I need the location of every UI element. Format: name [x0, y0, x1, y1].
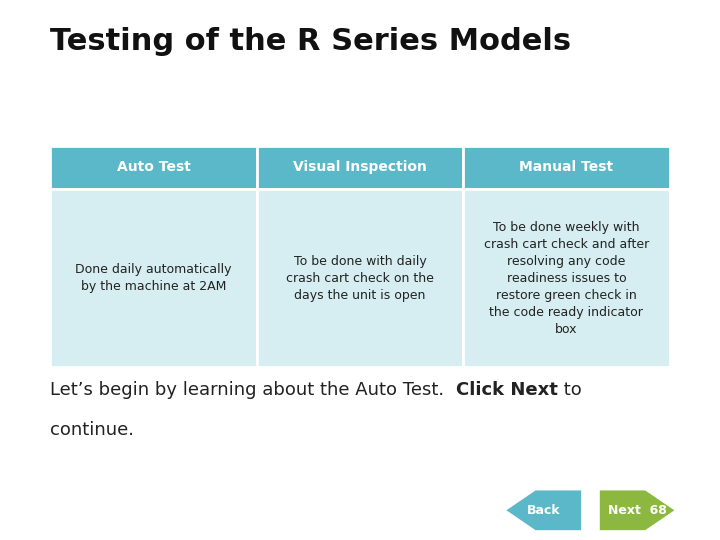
Text: Let’s begin by learning about the Auto Test.: Let’s begin by learning about the Auto T… — [50, 381, 456, 399]
Text: Manual Test: Manual Test — [519, 160, 613, 174]
FancyBboxPatch shape — [257, 146, 463, 189]
FancyBboxPatch shape — [463, 189, 670, 367]
Text: Done daily automatically
by the machine at 2AM: Done daily automatically by the machine … — [76, 263, 232, 293]
Text: Next  68: Next 68 — [608, 504, 667, 517]
Text: Back: Back — [527, 504, 560, 517]
Text: Auto Test: Auto Test — [117, 160, 191, 174]
FancyBboxPatch shape — [257, 189, 463, 367]
FancyBboxPatch shape — [463, 146, 670, 189]
FancyBboxPatch shape — [50, 189, 257, 367]
Polygon shape — [599, 490, 675, 530]
Text: to: to — [558, 381, 582, 399]
Text: Visual Inspection: Visual Inspection — [293, 160, 427, 174]
Text: Click Next: Click Next — [456, 381, 558, 399]
Text: To be done weekly with
crash cart check and after
resolving any code
readiness i: To be done weekly with crash cart check … — [484, 221, 649, 335]
Text: To be done with daily
crash cart check on the
days the unit is open: To be done with daily crash cart check o… — [286, 254, 434, 302]
Text: continue.: continue. — [50, 421, 135, 439]
Text: Testing of the R Series Models: Testing of the R Series Models — [50, 27, 572, 56]
FancyBboxPatch shape — [50, 146, 257, 189]
Polygon shape — [505, 490, 582, 530]
